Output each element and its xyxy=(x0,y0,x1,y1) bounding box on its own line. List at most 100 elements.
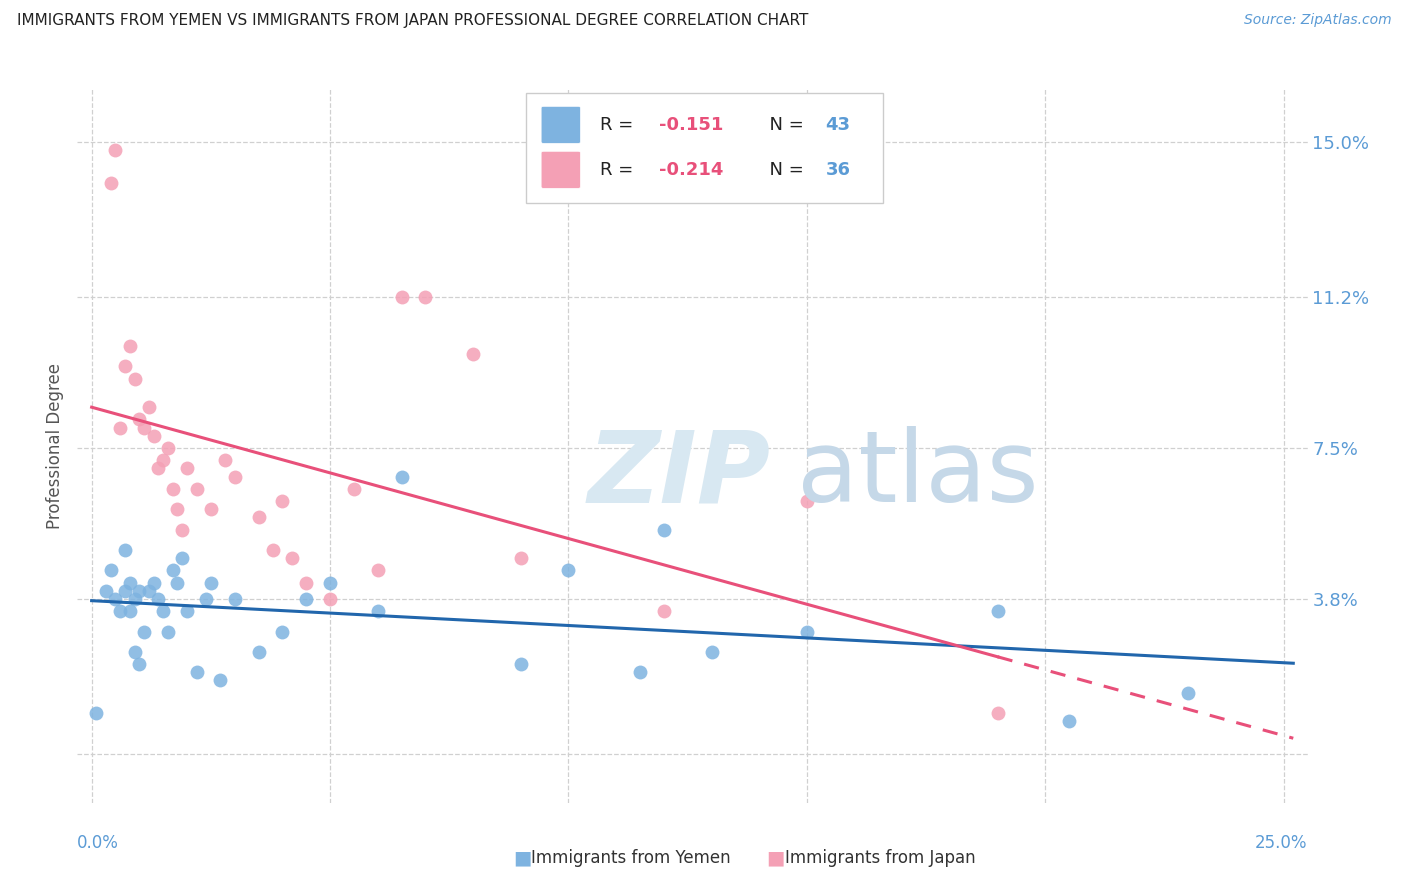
Point xyxy=(162,563,184,577)
Point xyxy=(200,575,222,590)
Point xyxy=(142,575,165,590)
FancyBboxPatch shape xyxy=(541,106,581,144)
Point xyxy=(209,673,232,688)
Point xyxy=(509,551,531,566)
Point xyxy=(319,591,342,606)
Point xyxy=(104,591,127,606)
Point xyxy=(652,523,675,537)
Point xyxy=(156,441,179,455)
Point xyxy=(176,461,198,475)
Point xyxy=(176,604,198,618)
Point xyxy=(128,657,150,672)
Point xyxy=(295,575,318,590)
Point xyxy=(124,591,146,606)
Point xyxy=(128,412,150,426)
Point xyxy=(118,575,141,590)
Point xyxy=(138,401,160,415)
Point xyxy=(367,604,389,618)
Text: N =: N = xyxy=(758,116,810,134)
FancyBboxPatch shape xyxy=(526,93,883,203)
Point xyxy=(796,624,818,639)
Point xyxy=(247,645,270,659)
Point xyxy=(796,494,818,508)
Point xyxy=(214,453,236,467)
Point xyxy=(114,359,136,374)
Point xyxy=(186,482,208,496)
Point xyxy=(224,591,246,606)
Point xyxy=(166,575,188,590)
Point xyxy=(247,510,270,524)
Point xyxy=(100,176,122,190)
Point xyxy=(343,482,366,496)
Text: 0.0%: 0.0% xyxy=(77,834,120,852)
Y-axis label: Professional Degree: Professional Degree xyxy=(46,363,65,529)
Point xyxy=(104,144,127,158)
Point xyxy=(162,482,184,496)
Point xyxy=(391,290,413,304)
Text: 36: 36 xyxy=(825,161,851,178)
Point xyxy=(124,372,146,386)
Point xyxy=(118,339,141,353)
Point xyxy=(172,523,194,537)
Point xyxy=(987,604,1010,618)
Point xyxy=(1057,714,1080,729)
Point xyxy=(281,551,304,566)
Text: R =: R = xyxy=(600,116,640,134)
Point xyxy=(142,429,165,443)
FancyBboxPatch shape xyxy=(541,152,581,188)
Point xyxy=(461,347,484,361)
Text: 25.0%: 25.0% xyxy=(1256,834,1308,852)
Point xyxy=(114,583,136,598)
Point xyxy=(186,665,208,680)
Point xyxy=(94,583,117,598)
Point xyxy=(86,706,108,720)
Point xyxy=(652,604,675,618)
Point xyxy=(700,645,723,659)
Point xyxy=(100,563,122,577)
Point xyxy=(557,563,579,577)
Point xyxy=(271,494,294,508)
Point xyxy=(271,624,294,639)
Point xyxy=(391,469,413,483)
Text: N =: N = xyxy=(758,161,810,178)
Text: Source: ZipAtlas.com: Source: ZipAtlas.com xyxy=(1244,13,1392,28)
Point xyxy=(148,591,170,606)
Point xyxy=(156,624,179,639)
Text: Immigrants from Yemen: Immigrants from Yemen xyxy=(531,849,731,867)
Point xyxy=(1177,686,1199,700)
Point xyxy=(152,453,174,467)
Point xyxy=(195,591,218,606)
Text: ■: ■ xyxy=(766,848,785,868)
Text: ■: ■ xyxy=(513,848,531,868)
Point xyxy=(124,645,146,659)
Point xyxy=(628,665,651,680)
Point xyxy=(138,583,160,598)
Point xyxy=(415,290,437,304)
Text: atlas: atlas xyxy=(797,426,1039,523)
Point xyxy=(172,551,194,566)
Text: -0.214: -0.214 xyxy=(659,161,724,178)
Point xyxy=(148,461,170,475)
Text: IMMIGRANTS FROM YEMEN VS IMMIGRANTS FROM JAPAN PROFESSIONAL DEGREE CORRELATION C: IMMIGRANTS FROM YEMEN VS IMMIGRANTS FROM… xyxy=(17,13,808,29)
Point xyxy=(224,469,246,483)
Point xyxy=(110,604,132,618)
Text: R =: R = xyxy=(600,161,640,178)
Point xyxy=(200,502,222,516)
Point xyxy=(295,591,318,606)
Point xyxy=(509,657,531,672)
Point xyxy=(132,420,155,434)
Point xyxy=(118,604,141,618)
Point xyxy=(114,543,136,558)
Point xyxy=(319,575,342,590)
Text: -0.151: -0.151 xyxy=(659,116,724,134)
Text: Immigrants from Japan: Immigrants from Japan xyxy=(785,849,976,867)
Point xyxy=(166,502,188,516)
Point xyxy=(987,706,1010,720)
Point xyxy=(110,420,132,434)
Point xyxy=(262,543,284,558)
Text: 43: 43 xyxy=(825,116,851,134)
Point xyxy=(367,563,389,577)
Point xyxy=(128,583,150,598)
Point xyxy=(132,624,155,639)
Point xyxy=(152,604,174,618)
